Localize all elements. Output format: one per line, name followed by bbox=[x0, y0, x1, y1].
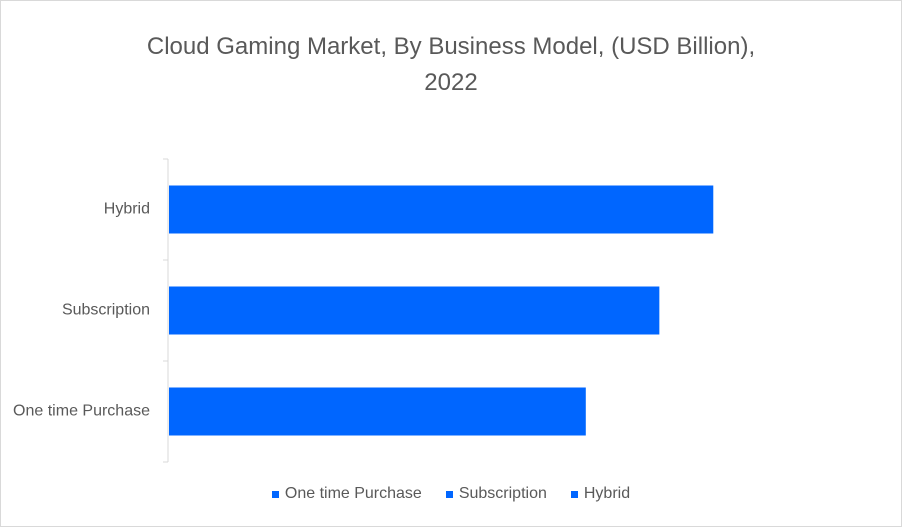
y-tick-label-one-time-purchase: One time Purchase bbox=[13, 403, 150, 420]
legend-item-subscription: Subscription bbox=[445, 485, 547, 503]
legend-label-one-time-purchase: One time Purchase bbox=[284, 485, 422, 502]
legend-swatch-subscription bbox=[445, 490, 453, 498]
chart-legend: One time Purchase Subscription Hybrid bbox=[1, 485, 901, 503]
bar-hybrid bbox=[169, 185, 714, 234]
y-tick-label-hybrid: Hybrid bbox=[104, 201, 150, 218]
bar-subscription bbox=[169, 286, 660, 335]
chart-title-line-2: 2022 bbox=[424, 69, 478, 96]
legend-item-hybrid: Hybrid bbox=[570, 485, 631, 503]
legend-item-one-time-purchase: One time Purchase bbox=[271, 485, 422, 503]
legend-swatch-hybrid bbox=[570, 490, 578, 498]
chart-title: Cloud Gaming Market, By Business Model, … bbox=[1, 29, 901, 101]
legend-swatch-one-time-purchase bbox=[271, 490, 279, 498]
y-tick-label-subscription: Subscription bbox=[62, 302, 150, 319]
bar-one-time-purchase bbox=[169, 387, 586, 436]
chart-title-line-1: Cloud Gaming Market, By Business Model, … bbox=[146, 33, 756, 60]
legend-label-subscription: Subscription bbox=[458, 485, 547, 502]
legend-label-hybrid: Hybrid bbox=[583, 485, 631, 502]
